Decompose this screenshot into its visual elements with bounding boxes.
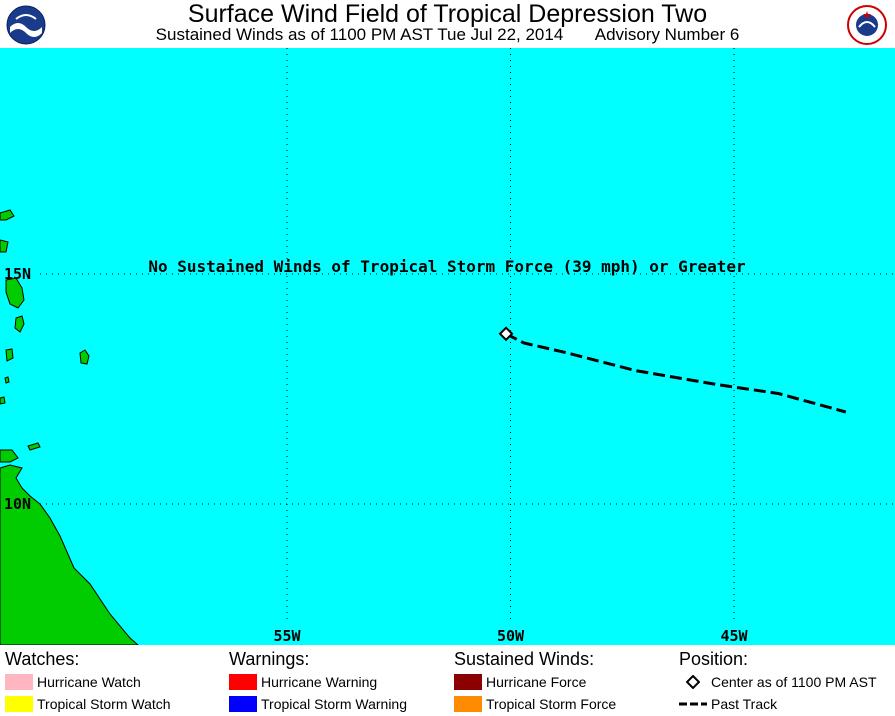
- legend-winds-heading: Sustained Winds:: [454, 649, 595, 669]
- grenadines-islands: [4, 376, 10, 384]
- dashed-line-icon: [679, 696, 707, 712]
- land-areas: [0, 209, 139, 645]
- legend-item-tropical-storm-watch: Tropical Storm Watch: [5, 693, 171, 715]
- legend-item-hurricane-warning: Hurricane Warning: [229, 671, 407, 693]
- lat-label: 15N: [4, 265, 31, 283]
- barbados-island: [79, 349, 90, 365]
- tropical-storm-force-swatch: [454, 696, 482, 712]
- guadeloupe-island: [0, 209, 15, 221]
- hurricane-warning-swatch: [229, 674, 257, 690]
- ocean-area: [0, 48, 895, 645]
- south-america-land: [0, 464, 139, 645]
- header: Surface Wind Field of Tropical Depressio…: [0, 0, 895, 48]
- legend-warnings: Warnings: Hurricane Warning Tropical Sto…: [229, 649, 407, 715]
- page-title: Surface Wind Field of Tropical Depressio…: [187, 0, 708, 28]
- hurricane-warning-label: Hurricane Warning: [261, 674, 378, 690]
- tropical-storm-warning-label: Tropical Storm Warning: [261, 696, 408, 712]
- legend-position: Position: Center as of 1100 PM AST Past …: [679, 649, 877, 715]
- legend-item-center: Center as of 1100 PM AST: [679, 671, 877, 693]
- legend-item-past-track: Past Track: [679, 693, 877, 715]
- legend-item-hurricane-watch: Hurricane Watch: [5, 671, 171, 693]
- legend-winds: Sustained Winds: Hurricane Force Tropica…: [454, 649, 616, 715]
- diamond-icon: [679, 674, 707, 690]
- past-track-line: [505, 332, 847, 414]
- tropical-storm-force-label: Tropical Storm Force: [486, 696, 617, 712]
- tobago-island: [27, 442, 41, 451]
- page-subtitle: Sustained Winds as of 1100 PM AST Tue Ju…: [0, 25, 895, 45]
- legend-watches: Watches: Hurricane Watch Tropical Storm …: [5, 649, 171, 715]
- grid-labels: 55W 50W 45W 15N 10N: [4, 265, 749, 645]
- center-label: Center as of 1100 PM AST: [711, 674, 877, 690]
- tropical-storm-watch-label: Tropical Storm Watch: [37, 696, 171, 712]
- st-vincent-island: [5, 348, 14, 362]
- grenada-island: [0, 396, 6, 405]
- legend-warnings-heading: Warnings:: [229, 649, 310, 669]
- trinidad-island: [0, 449, 19, 463]
- subtitle-advisory: Advisory Number 6: [594, 25, 740, 44]
- dominica-island: [0, 239, 9, 253]
- hurricane-watch-swatch: [5, 674, 33, 690]
- tropical-storm-watch-swatch: [5, 696, 33, 712]
- lon-label: 50W: [497, 627, 525, 645]
- legend-item-tropical-storm-warning: Tropical Storm Warning: [229, 693, 407, 715]
- st-lucia-island: [14, 315, 25, 333]
- legend: Watches: Hurricane Watch Tropical Storm …: [0, 645, 895, 716]
- storm-center-diamond: [498, 326, 514, 342]
- past-track-label: Past Track: [711, 696, 778, 712]
- subtitle-time: Sustained Winds as of 1100 PM AST Tue Ju…: [155, 25, 564, 44]
- legend-watches-heading: Watches:: [5, 649, 80, 669]
- legend-position-heading: Position:: [679, 649, 749, 669]
- hurricane-force-label: Hurricane Force: [486, 674, 587, 690]
- storm-center: [498, 326, 514, 342]
- wind-field-map: 55W 50W 45W 15N 10N No Sustained Winds of Tr…: [0, 48, 895, 645]
- nws-logo-icon: [847, 5, 887, 45]
- lon-label: 55W: [273, 627, 301, 645]
- hurricane-force-swatch: [454, 674, 482, 690]
- lon-label: 45W: [720, 627, 748, 645]
- martinique-island: [5, 277, 25, 309]
- no-winds-message: No Sustained Winds of Tropical Storm For…: [148, 257, 745, 276]
- legend-item-hurricane-force: Hurricane Force: [454, 671, 616, 693]
- past-track: [505, 332, 847, 414]
- noaa-logo-icon: [6, 5, 46, 45]
- hurricane-watch-label: Hurricane Watch: [37, 674, 141, 690]
- legend-item-tropical-storm-force: Tropical Storm Force: [454, 693, 616, 715]
- tropical-storm-warning-swatch: [229, 696, 257, 712]
- lat-label: 10N: [4, 495, 31, 513]
